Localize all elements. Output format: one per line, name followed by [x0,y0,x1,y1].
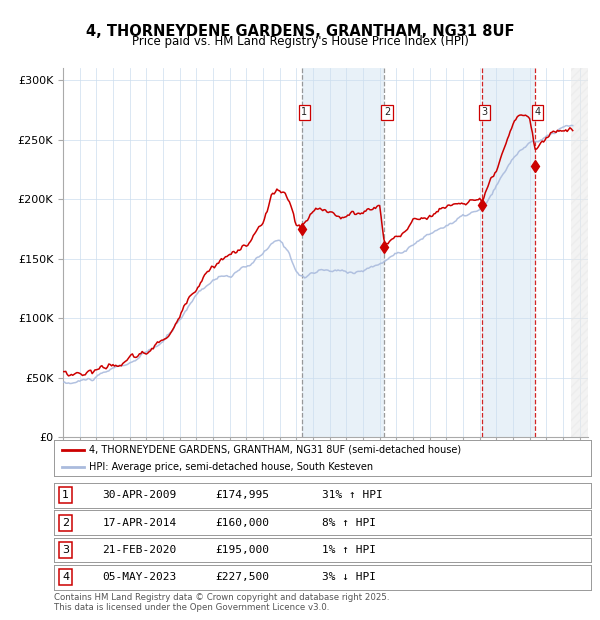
Text: 1: 1 [62,490,70,500]
Text: £227,500: £227,500 [215,572,269,582]
Text: Price paid vs. HM Land Registry's House Price Index (HPI): Price paid vs. HM Land Registry's House … [131,35,469,48]
Text: 4, THORNEYDENE GARDENS, GRANTHAM, NG31 8UF (semi-detached house): 4, THORNEYDENE GARDENS, GRANTHAM, NG31 8… [89,445,461,454]
Text: 3% ↓ HPI: 3% ↓ HPI [323,572,377,582]
Bar [302,68,385,437]
Text: 4: 4 [62,572,70,582]
Text: 2: 2 [384,107,390,117]
Text: 8% ↑ HPI: 8% ↑ HPI [323,518,377,528]
Bar [571,68,588,437]
Text: 3: 3 [62,545,70,555]
Text: 1: 1 [301,107,307,117]
Text: £195,000: £195,000 [215,545,269,555]
Text: Contains HM Land Registry data © Crown copyright and database right 2025.
This d: Contains HM Land Registry data © Crown c… [54,593,389,612]
Text: 2: 2 [62,518,70,528]
Text: £160,000: £160,000 [215,518,269,528]
Text: 3: 3 [481,107,488,117]
Text: HPI: Average price, semi-detached house, South Kesteven: HPI: Average price, semi-detached house,… [89,462,373,472]
Text: 4, THORNEYDENE GARDENS, GRANTHAM, NG31 8UF: 4, THORNEYDENE GARDENS, GRANTHAM, NG31 8… [86,24,514,38]
Bar [482,68,535,437]
Text: 17-APR-2014: 17-APR-2014 [103,518,176,528]
Text: 05-MAY-2023: 05-MAY-2023 [103,572,176,582]
Text: 1% ↑ HPI: 1% ↑ HPI [323,545,377,555]
Text: 30-APR-2009: 30-APR-2009 [103,490,176,500]
Text: 21-FEB-2020: 21-FEB-2020 [103,545,176,555]
Text: 4: 4 [535,107,541,117]
Text: 31% ↑ HPI: 31% ↑ HPI [323,490,383,500]
Text: £174,995: £174,995 [215,490,269,500]
